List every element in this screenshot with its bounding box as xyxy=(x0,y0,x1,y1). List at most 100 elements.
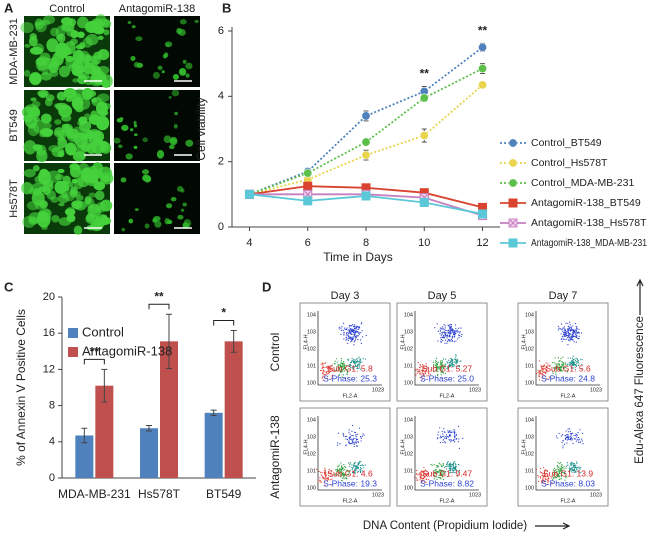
event-dot xyxy=(442,433,444,435)
event-dot xyxy=(562,440,564,442)
event-dot xyxy=(350,442,352,445)
event-dot xyxy=(436,374,439,377)
cell xyxy=(131,25,136,29)
event-dot xyxy=(458,327,460,329)
event-dot xyxy=(327,479,330,481)
cell xyxy=(54,119,62,125)
event-dot xyxy=(441,472,443,474)
event-dot xyxy=(347,359,349,361)
event-dot xyxy=(342,469,345,471)
event-dot xyxy=(441,360,444,362)
event-dot xyxy=(446,334,448,336)
event-dot xyxy=(570,333,572,335)
event-dot xyxy=(439,463,441,465)
event-dot xyxy=(340,327,342,329)
event-dot xyxy=(440,436,443,438)
event-dot xyxy=(328,366,330,368)
event-dot xyxy=(426,367,429,369)
event-dot xyxy=(417,361,419,364)
event-dot xyxy=(579,429,581,431)
event-dot xyxy=(347,337,350,339)
event-dot xyxy=(443,437,446,439)
cell xyxy=(84,113,91,120)
cell xyxy=(65,206,76,218)
event-dot xyxy=(434,469,436,471)
event-dot xyxy=(450,323,453,326)
event-dot xyxy=(360,342,362,345)
event-dot xyxy=(574,336,576,338)
cell xyxy=(62,24,72,30)
event-dot xyxy=(421,479,424,481)
event-dot xyxy=(442,441,444,444)
bar xyxy=(160,341,178,478)
x-tick-label: 1023 xyxy=(372,492,384,498)
event-dot xyxy=(554,476,556,478)
event-dot xyxy=(565,430,567,432)
point xyxy=(478,64,488,74)
cell xyxy=(91,96,103,107)
event-dot xyxy=(352,467,354,469)
event-dot xyxy=(573,468,575,471)
event-dot xyxy=(541,481,543,483)
event-dot xyxy=(545,478,547,481)
cell xyxy=(63,126,74,137)
event-dot xyxy=(544,372,546,374)
event-dot xyxy=(425,469,427,471)
event-dot xyxy=(419,474,421,476)
event-dot xyxy=(568,438,570,441)
event-dot xyxy=(566,442,568,444)
cell xyxy=(58,202,65,207)
event-dot xyxy=(355,336,357,338)
event-dot xyxy=(563,363,565,365)
event-dot xyxy=(436,478,438,481)
event-dot xyxy=(442,439,444,441)
event-dot xyxy=(425,474,427,476)
event-dot xyxy=(539,372,541,374)
cell xyxy=(97,35,104,40)
event-dot xyxy=(542,370,544,372)
event-dot xyxy=(425,369,428,372)
event-dot xyxy=(446,465,448,468)
event-dot xyxy=(574,323,577,325)
cell xyxy=(73,225,83,235)
event-dot xyxy=(560,367,563,369)
event-dot xyxy=(357,367,359,369)
event-dot xyxy=(355,442,358,444)
event-dot xyxy=(445,466,447,468)
cell xyxy=(40,113,52,124)
event-dot xyxy=(426,365,428,368)
bar xyxy=(140,428,158,478)
event-dot xyxy=(348,336,350,338)
event-dot xyxy=(355,438,358,441)
event-dot xyxy=(353,331,355,333)
event-dot xyxy=(442,340,444,342)
event-dot xyxy=(557,325,559,327)
event-dot xyxy=(459,360,461,362)
event-dot xyxy=(574,466,576,468)
event-dot xyxy=(356,335,358,337)
event-dot xyxy=(348,331,350,333)
event-dot xyxy=(325,476,327,478)
event-dot xyxy=(582,432,584,434)
cell xyxy=(169,136,178,146)
cell xyxy=(172,74,179,80)
event-dot xyxy=(569,364,571,366)
event-dot xyxy=(451,431,453,434)
event-dot xyxy=(547,476,549,478)
event-dot xyxy=(571,439,573,441)
event-dot xyxy=(353,442,355,444)
event-dot xyxy=(322,375,324,378)
event-dot xyxy=(456,437,458,440)
event-dot xyxy=(350,341,352,343)
event-dot xyxy=(351,333,353,336)
x-axis-title: DNA Content (Propidium Iodide) xyxy=(363,520,527,532)
y-tick-label: 101 xyxy=(525,468,534,474)
event-dot xyxy=(320,481,323,483)
cell xyxy=(41,128,53,138)
event-dot xyxy=(355,358,358,360)
event-dot xyxy=(345,328,348,331)
event-dot xyxy=(450,431,452,434)
event-dot xyxy=(437,367,440,369)
event-dot xyxy=(344,366,346,368)
cell xyxy=(119,117,124,120)
